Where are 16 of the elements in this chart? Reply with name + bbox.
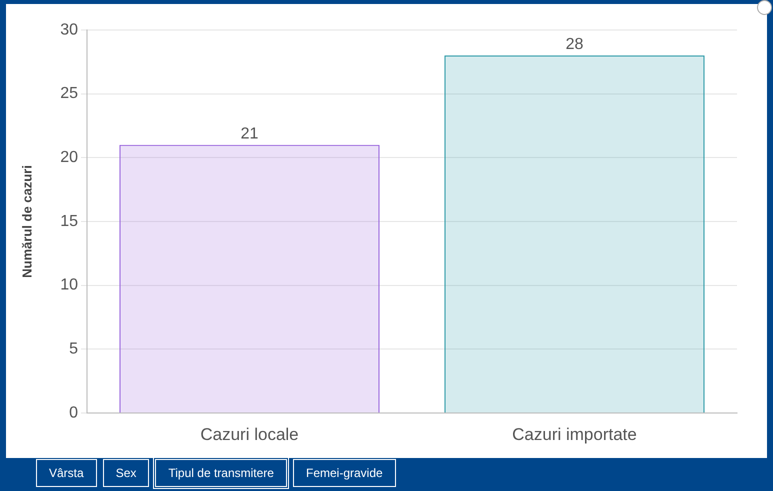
y-tick-label: 30	[60, 21, 78, 38]
text: Sex	[102, 459, 150, 487]
text: Femei-gravide	[292, 459, 396, 487]
x-tick-label: Cazuri locale	[200, 424, 299, 444]
data-label: 21	[240, 125, 258, 142]
text: Vârsta	[36, 459, 97, 487]
y-tick-label: 25	[60, 85, 78, 102]
y-tick-label: 0	[69, 404, 78, 422]
y-tick-label: 15	[60, 212, 78, 230]
text: Tipul de transmitere	[155, 459, 287, 487]
y-axis-title: Numărul de cazuri	[19, 165, 34, 278]
data-label: 28	[566, 36, 584, 53]
x-tick-label: Cazuri importate	[512, 424, 637, 444]
y-tick-label: 10	[60, 276, 78, 294]
y-tick-label: 20	[60, 149, 78, 166]
y-tick-label: 5	[69, 340, 78, 358]
